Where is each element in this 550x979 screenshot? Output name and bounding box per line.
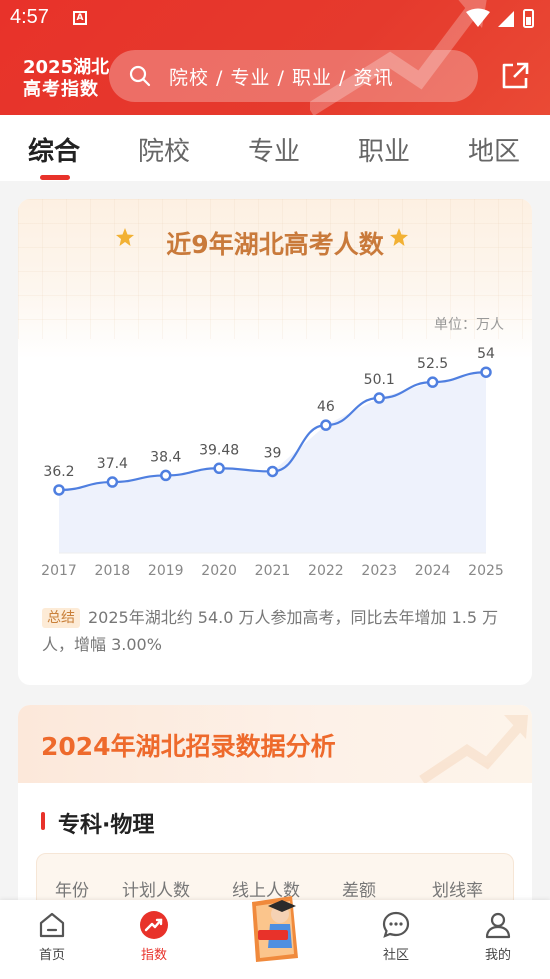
search-placeholder: 院校 / 专业 / 职业 / 资讯	[169, 67, 394, 89]
brand-line2: 高考指数	[23, 79, 99, 100]
category-tabs: 综合 院校 专业 职业 地区	[0, 115, 550, 181]
chart-summary: 总结 2025年湖北约 54.0 万人参加高考，同比去年增加 1.5 万人，增幅 …	[42, 604, 512, 658]
arrow-decoration-icon	[419, 715, 528, 783]
data-label: 52.5	[417, 356, 448, 372]
app-header: 4:57 A 2025湖北 高考指数 院校 / 专业 / 职业 / 资讯	[0, 0, 550, 115]
column-header: 差额	[342, 881, 376, 901]
data-label: 36.2	[43, 464, 74, 480]
search-bar[interactable]: 院校 / 专业 / 职业 / 资讯	[109, 50, 478, 102]
tab-general[interactable]: 综合	[28, 137, 81, 167]
graduate-mascot-icon[interactable]	[242, 892, 308, 964]
star-icon	[390, 228, 408, 246]
series-line	[58, 371, 487, 492]
column-header: 年份	[55, 881, 89, 901]
brand-line1: 2025湖北	[23, 57, 110, 78]
data-label: 39	[264, 445, 282, 461]
tab-careers[interactable]: 职业	[358, 137, 411, 167]
nav-home[interactable]: 首页	[22, 910, 82, 963]
nav-community[interactable]: 社区	[366, 910, 426, 963]
user-icon	[485, 912, 511, 939]
data-point	[426, 376, 439, 388]
brand-logo: 2025湖北 高考指数	[23, 57, 109, 101]
section-title: 2024年湖北招录数据分析	[41, 732, 336, 761]
data-label: 46	[317, 399, 335, 415]
tab-indicator	[40, 175, 70, 180]
home-icon	[39, 912, 65, 938]
data-point	[320, 419, 332, 431]
data-label: 50.1	[364, 372, 395, 388]
data-label: 38.4	[150, 449, 181, 465]
x-tick-label: 2025	[468, 563, 504, 579]
column-header: 划线率	[432, 881, 483, 901]
status-icons	[466, 8, 534, 28]
x-tick-label: 2020	[201, 563, 237, 579]
x-tick-label: 2018	[95, 563, 131, 579]
data-label: 39.48	[199, 442, 239, 458]
section-subtitle: 专科·物理	[58, 813, 155, 838]
search-icon	[129, 65, 151, 87]
nav-profile[interactable]: 我的	[468, 910, 528, 963]
chart-title: 近9年湖北高考人数	[166, 230, 384, 259]
data-point	[266, 465, 279, 478]
data-point	[106, 476, 119, 488]
data-label: 54	[477, 346, 495, 362]
chat-icon	[382, 911, 410, 938]
data-point	[480, 366, 492, 378]
tab-regions[interactable]: 地区	[468, 137, 521, 167]
exam-takers-card: 近9年湖北高考人数 单位：万人 36.2 2017 37.4 2018 38.4 2019…	[18, 199, 532, 685]
nav-index[interactable]: 指数	[124, 910, 184, 963]
data-point	[213, 462, 225, 475]
nav-label: 我的	[484, 948, 511, 963]
summary-tag: 总结	[42, 608, 80, 628]
nav-label: 指数	[140, 948, 167, 963]
series-area	[59, 372, 486, 553]
notification-icon: A	[73, 11, 87, 25]
tab-schools[interactable]: 院校	[138, 137, 191, 167]
nav-label: 社区	[382, 948, 409, 963]
table-header: 年份 计划人数 线上人数 差额 划线率	[36, 853, 514, 905]
share-icon[interactable]	[500, 61, 530, 91]
column-header: 计划人数	[122, 881, 190, 901]
exam-takers-line-chart: 36.2 2017 37.4 2018 38.4 2019 39.48 2020 39 2021 4…	[41, 346, 504, 579]
summary-text: 2025年湖北约 54.0 万人参加高考，同比去年增加 1.5 万人，增幅 3.…	[42, 608, 499, 654]
x-tick-label: 2019	[148, 563, 184, 579]
x-tick-label: 2021	[255, 563, 291, 579]
x-tick-label: 2022	[308, 563, 344, 579]
data-label: 37.4	[97, 456, 128, 472]
trend-icon	[140, 911, 168, 939]
status-time: 4:57	[10, 6, 49, 28]
chart-unit: 单位：万人	[434, 317, 504, 333]
nav-label: 首页	[38, 948, 65, 963]
data-point	[160, 469, 172, 482]
column-header: 线上人数	[232, 881, 300, 901]
status-bar: 4:57 A	[0, 0, 550, 36]
x-tick-label: 2017	[41, 563, 77, 579]
star-icon	[116, 228, 134, 246]
x-tick-label: 2024	[415, 563, 451, 579]
tab-majors[interactable]: 专业	[248, 137, 301, 167]
x-tick-label: 2023	[361, 563, 397, 579]
data-point	[373, 392, 385, 404]
admission-analysis-card: 2024年湖北招录数据分析 专科·物理 年份 计划人数 线上人数 差额 划线率	[18, 705, 532, 905]
data-point	[53, 484, 65, 496]
